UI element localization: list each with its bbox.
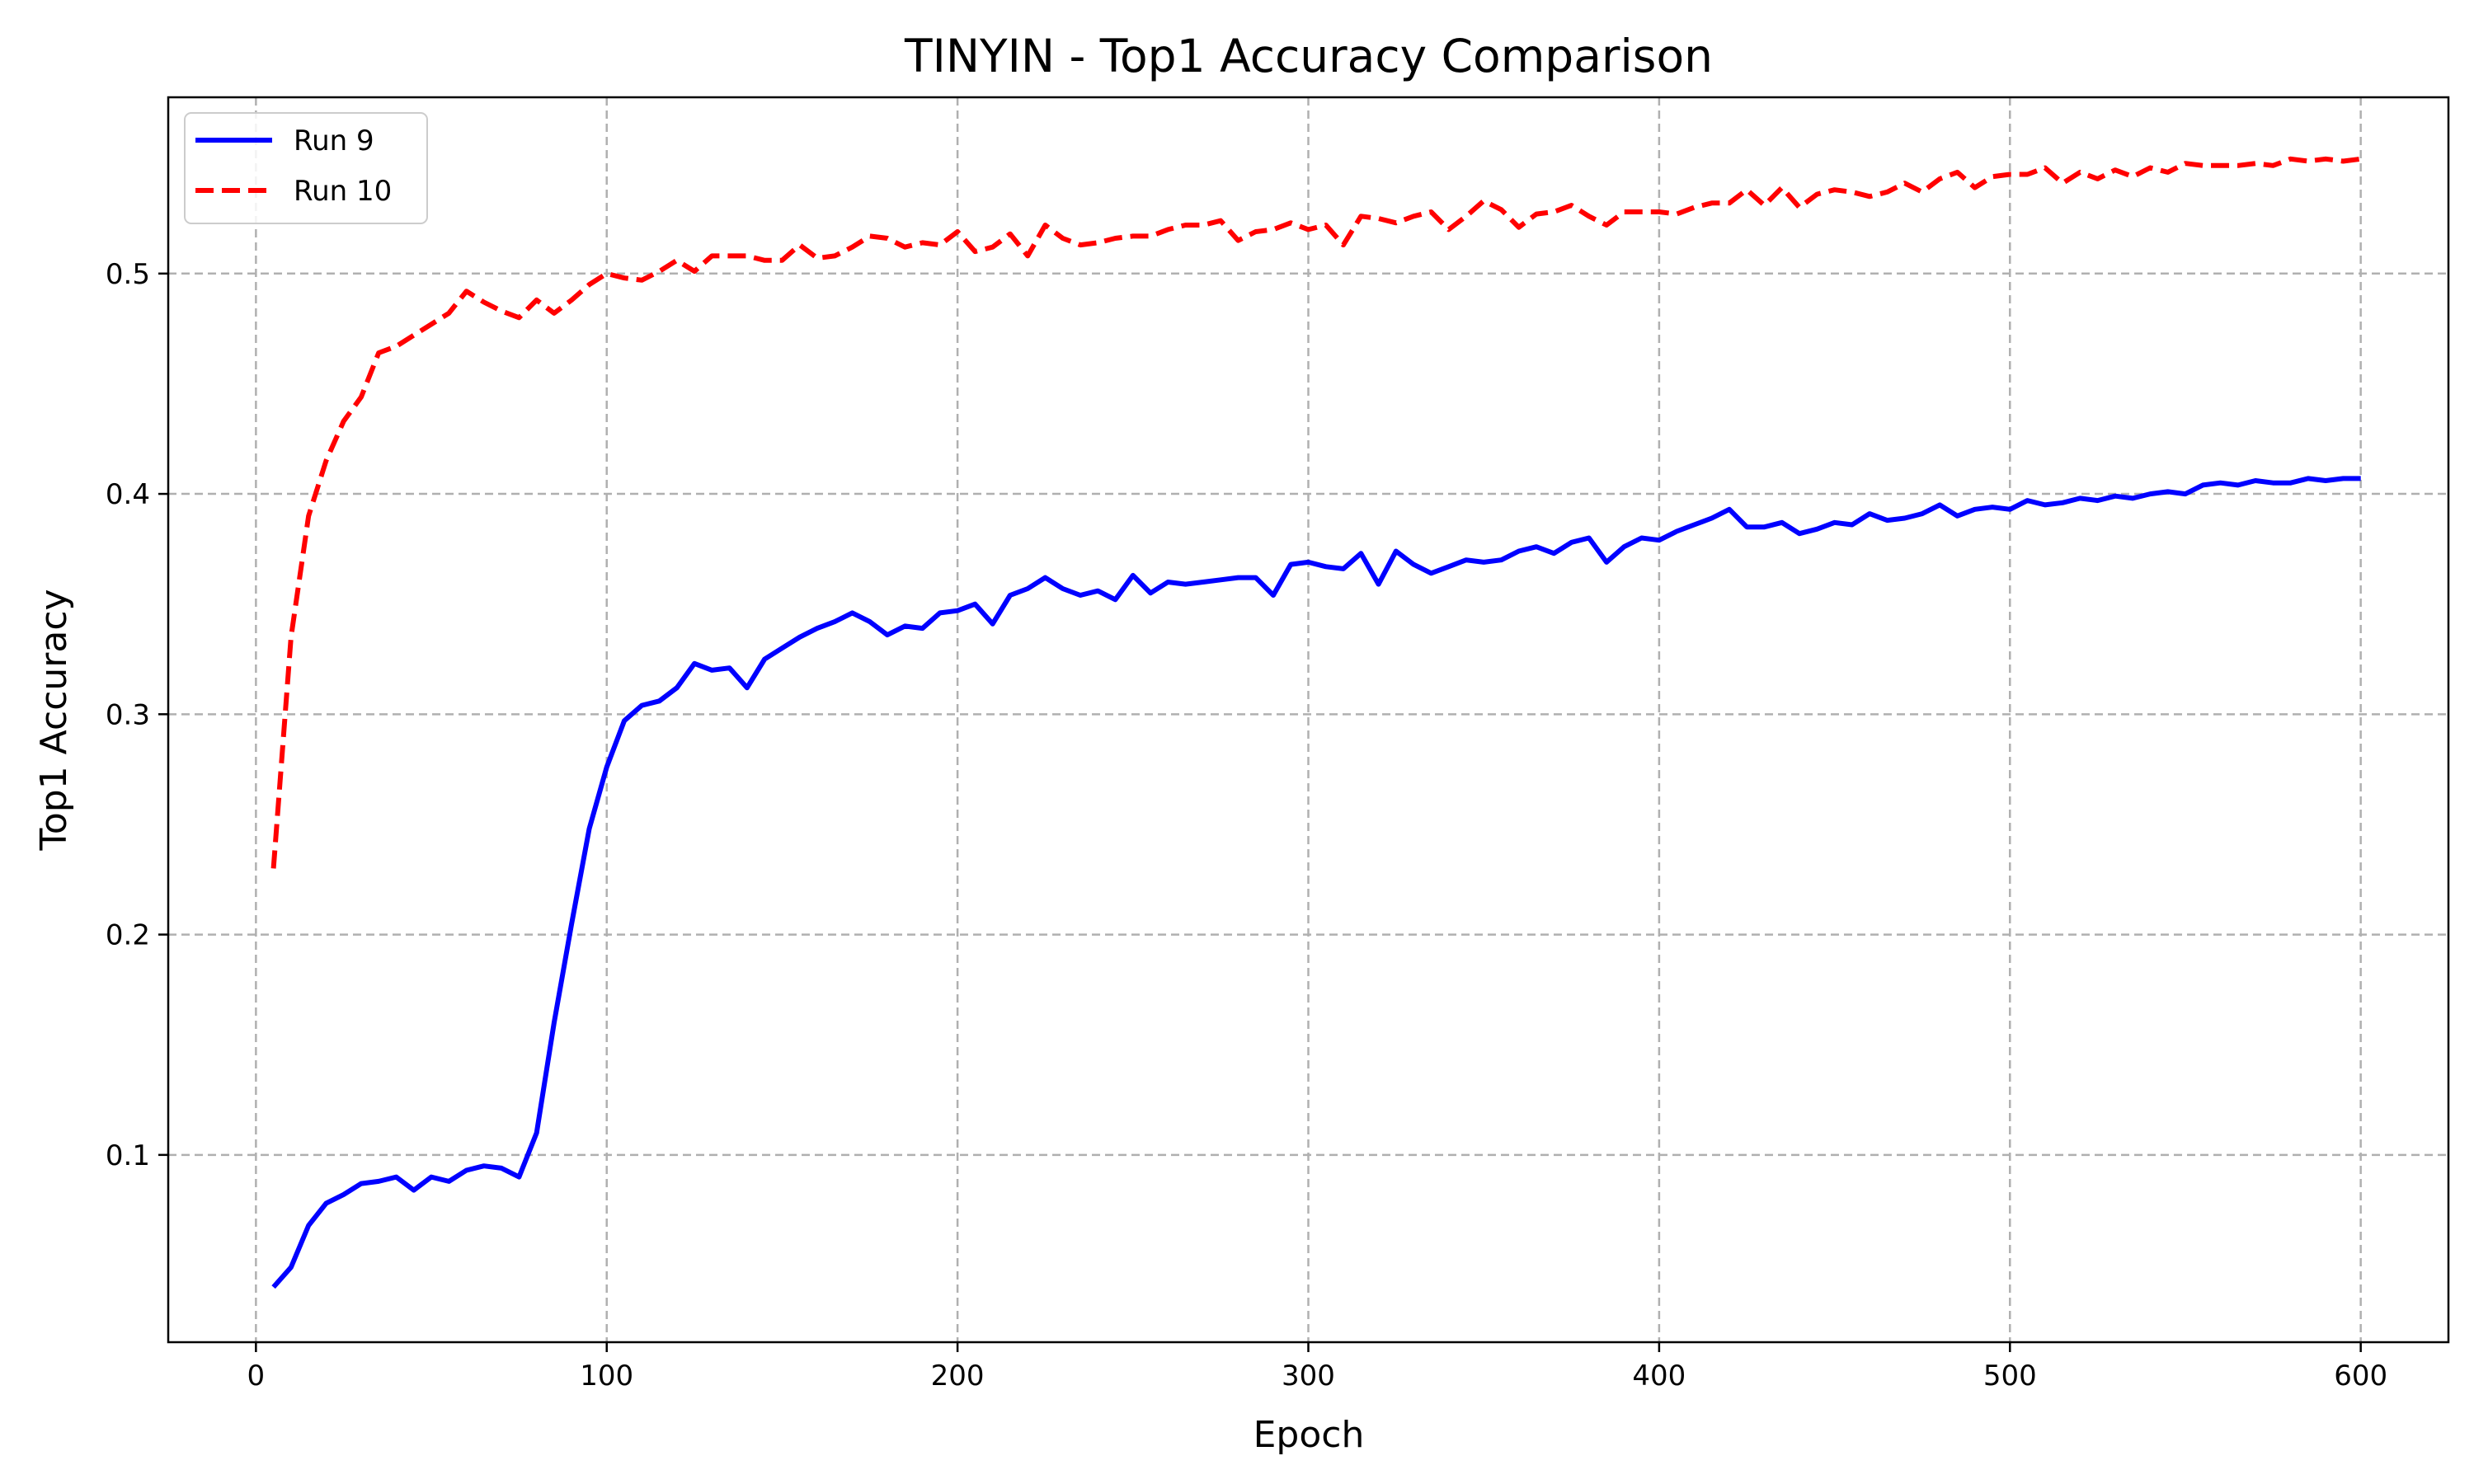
x-tick-label: 200 [931, 1360, 985, 1392]
y-tick-label: 0.5 [106, 258, 150, 291]
series-line-run-9 [271, 476, 2361, 1289]
legend: Run 9 Run 10 [184, 112, 428, 224]
x-tick-label: 400 [1632, 1360, 1686, 1392]
y-tick-label: 0.2 [106, 919, 150, 952]
legend-label-run-10: Run 10 [294, 175, 392, 208]
grid-lines [168, 97, 2448, 1342]
y-tick-label: 0.3 [106, 698, 150, 731]
x-tick-label: 0 [247, 1360, 266, 1392]
x-tick-label: 300 [1282, 1360, 1335, 1392]
x-tick-label: 600 [2334, 1360, 2387, 1392]
y-tick-label: 0.1 [106, 1139, 150, 1172]
series-line-run-10 [270, 156, 2362, 869]
legend-label-run-9: Run 9 [294, 124, 374, 157]
chart-title: TINYIN - Top1 Accuracy Comparison [904, 30, 1713, 82]
x-tick-label: 100 [580, 1360, 633, 1392]
x-tick-label: 500 [1983, 1360, 2037, 1392]
y-axis-label: Top1 Accuracy [33, 589, 75, 851]
y-tick-label: 0.4 [106, 478, 150, 511]
x-axis-label: Epoch [1253, 1414, 1365, 1456]
plot-series [270, 156, 2362, 1289]
axis-ticks: 0 100 200 300 400 500 600 0.1 0.2 0.3 0.4 0.5 [106, 258, 2387, 1392]
